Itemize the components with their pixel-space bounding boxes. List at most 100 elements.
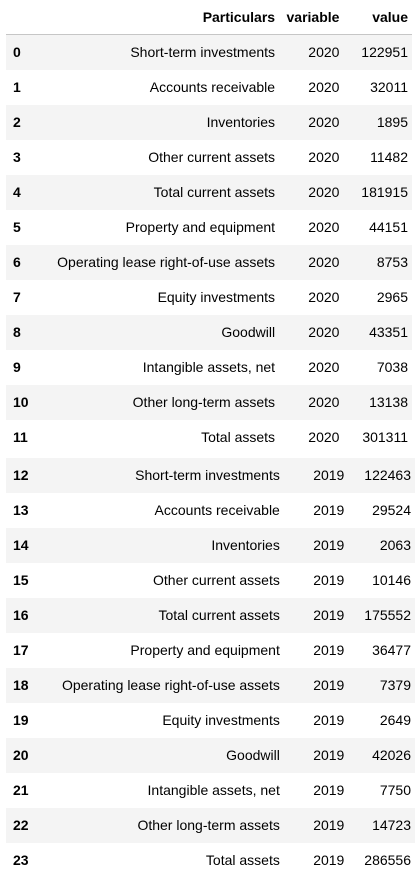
cell-value: 42026 xyxy=(372,747,411,763)
cell-particulars: Accounts receivable xyxy=(149,79,276,95)
table-row: 8 Goodwill 2020 43351 xyxy=(6,315,412,350)
table-row: 20 Goodwill 2019 42026 xyxy=(6,738,415,773)
cell-variable: 2020 xyxy=(308,394,340,410)
table-row: 23 Total assets 2019 286556 xyxy=(6,843,415,878)
cell-variable: 2020 xyxy=(308,114,340,130)
cell-particulars: Goodwill xyxy=(226,747,280,763)
cell-value: 2063 xyxy=(379,537,411,553)
cell-particulars: Intangible assets, net xyxy=(147,782,280,798)
cell-particulars: Short-term investments xyxy=(130,44,276,60)
cell-value: 43351 xyxy=(369,324,408,340)
cell-value: 7379 xyxy=(379,677,411,693)
cell-particulars: Operating lease right-of-use assets xyxy=(57,254,276,270)
table-row: 21 Intangible assets, net 2019 7750 xyxy=(6,773,415,808)
cell-variable: 2019 xyxy=(313,747,345,763)
row-index: 13 xyxy=(13,502,29,518)
cell-variable: 2019 xyxy=(313,782,345,798)
dataframe-table-bottom: 12 Short-term investments 2019 122463 13 Acco… xyxy=(6,458,415,878)
cell-variable: 2020 xyxy=(308,219,340,235)
row-index: 5 xyxy=(13,219,21,235)
cell-particulars: Other long-term assets xyxy=(137,817,280,833)
cell-variable: 2019 xyxy=(313,502,345,518)
header-value: value xyxy=(343,0,412,35)
header-row: Particulars variable value xyxy=(6,0,412,35)
row-index: 16 xyxy=(13,607,29,623)
table-row: 14 Inventories 2019 2063 xyxy=(6,528,415,563)
table-row: 1 Accounts receivable 2020 32011 xyxy=(6,70,412,105)
cell-value: 7750 xyxy=(379,782,411,798)
row-index: 6 xyxy=(13,254,21,270)
row-index: 20 xyxy=(13,747,29,763)
row-index: 18 xyxy=(13,677,29,693)
table-row: 3 Other current assets 2020 11482 xyxy=(6,140,412,175)
row-index: 11 xyxy=(13,429,28,445)
row-index: 7 xyxy=(13,289,21,305)
cell-variable: 2019 xyxy=(313,852,345,868)
table-row: 17 Property and equipment 2019 36477 xyxy=(6,633,415,668)
header-particulars: Particulars xyxy=(32,0,280,35)
cell-particulars: Property and equipment xyxy=(125,219,276,235)
cell-variable: 2019 xyxy=(313,607,345,623)
cell-particulars: Other current assets xyxy=(153,572,280,588)
row-index: 12 xyxy=(13,467,29,483)
table-row: 5 Property and equipment 2020 44151 xyxy=(6,210,412,245)
table-row: 6 Operating lease right-of-use assets 2020… xyxy=(6,245,412,280)
cell-value: 10146 xyxy=(372,572,411,588)
cell-particulars: Total assets xyxy=(205,852,280,868)
row-index: 3 xyxy=(13,149,21,165)
cell-value: 13138 xyxy=(369,394,408,410)
cell-variable: 2020 xyxy=(308,359,340,375)
cell-variable: 2020 xyxy=(308,254,340,270)
row-index: 10 xyxy=(13,394,29,410)
cell-particulars: Property and equipment xyxy=(130,642,280,658)
cell-value: 29524 xyxy=(372,502,411,518)
cell-value: 2649 xyxy=(379,712,411,728)
cell-value: 2965 xyxy=(376,289,408,305)
cell-variable: 2019 xyxy=(313,467,345,483)
table-row: 0 Short-term investments 2020 122951 xyxy=(6,34,412,70)
cell-particulars: Total current assets xyxy=(158,607,280,623)
row-index: 22 xyxy=(13,817,29,833)
cell-variable: 2019 xyxy=(313,572,345,588)
row-index: 0 xyxy=(13,44,21,60)
table-row: 7 Equity investments 2020 2965 xyxy=(6,280,412,315)
table-row: 22 Other long-term assets 2019 14723 xyxy=(6,808,415,843)
cell-variable: 2020 xyxy=(308,184,340,200)
cell-particulars: Equity investments xyxy=(162,712,280,728)
cell-value: 122951 xyxy=(361,44,408,60)
row-index: 9 xyxy=(13,359,21,375)
table-body: 12 Short-term investments 2019 122463 13 Acco… xyxy=(6,458,415,878)
cell-value: 286556 xyxy=(364,852,411,868)
cell-particulars: Other long-term assets xyxy=(132,394,276,410)
cell-variable: 2020 xyxy=(308,429,340,445)
cell-value: 36477 xyxy=(372,642,411,658)
cell-value: 175552 xyxy=(364,607,411,623)
table-row: 19 Equity investments 2019 2649 xyxy=(6,703,415,738)
table-body: 0 Short-term investments 2020 122951 1 Accoun… xyxy=(6,34,412,455)
cell-variable: 2020 xyxy=(308,149,340,165)
row-index: 4 xyxy=(13,184,21,200)
cell-variable: 2020 xyxy=(308,324,340,340)
cell-value: 7038 xyxy=(376,359,408,375)
row-index: 17 xyxy=(13,642,29,658)
table-header: Particulars variable value xyxy=(6,0,412,35)
cell-particulars: Other current assets xyxy=(148,149,276,165)
row-index: 14 xyxy=(13,537,29,553)
table-row: 11 Total assets 2020 301311 xyxy=(6,420,412,455)
cell-particulars: Intangible assets, net xyxy=(142,359,276,375)
cell-variable: 2019 xyxy=(313,642,345,658)
cell-value: 122463 xyxy=(364,467,411,483)
row-index: 1 xyxy=(13,79,21,95)
table-row: 10 Other long-term assets 2020 13138 xyxy=(6,385,412,420)
cell-value: 1895 xyxy=(376,114,408,130)
cell-variable: 2019 xyxy=(313,677,345,693)
cell-particulars: Operating lease right-of-use assets xyxy=(61,677,280,693)
row-index: 15 xyxy=(13,572,29,588)
cell-variable: 2020 xyxy=(308,289,340,305)
cell-value: 181915 xyxy=(361,184,408,200)
row-index: 8 xyxy=(13,324,21,340)
cell-variable: 2019 xyxy=(313,817,345,833)
cell-value: 11482 xyxy=(370,149,408,165)
cell-particulars: Inventories xyxy=(206,114,276,130)
